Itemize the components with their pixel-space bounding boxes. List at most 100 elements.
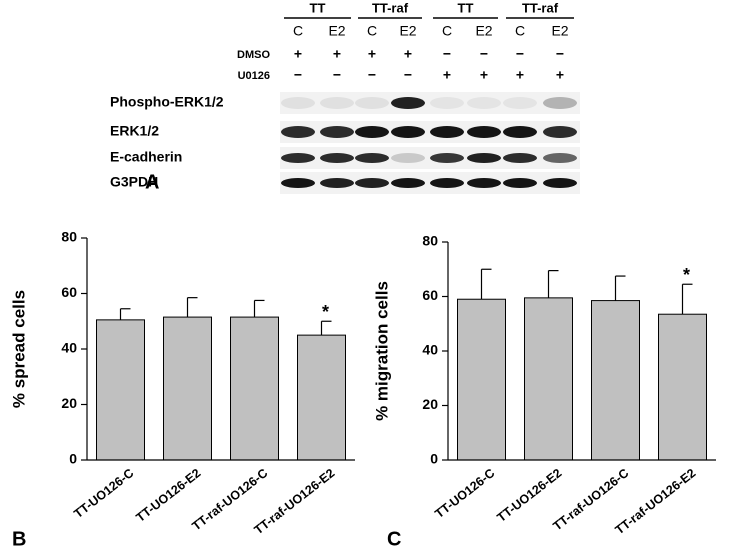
band <box>320 97 354 109</box>
band <box>320 178 354 188</box>
group-label: TT-raf <box>522 0 559 15</box>
y-tick-label: 20 <box>422 396 438 412</box>
group-label: TT-raf <box>372 0 409 15</box>
band <box>430 97 464 109</box>
band <box>503 126 537 138</box>
band <box>281 126 315 138</box>
bar <box>230 316 279 461</box>
treatment-sign: + <box>404 46 412 62</box>
treatment-sign: − <box>480 46 488 62</box>
x-tick-label: TT-UO126-C <box>71 466 136 521</box>
band-label: G3PDH <box>110 174 158 190</box>
treatment-sign: − <box>443 46 451 62</box>
bar <box>163 316 212 461</box>
band <box>467 153 501 163</box>
lane-label: E2 <box>399 23 416 39</box>
treatment-label: DMSO <box>237 49 270 61</box>
band <box>391 126 425 138</box>
error-bar <box>547 270 559 298</box>
treatment-sign: − <box>404 67 412 83</box>
y-tick-label: 60 <box>61 284 77 300</box>
bar <box>658 313 707 461</box>
treatment-sign: − <box>333 67 341 83</box>
lane-label: E2 <box>328 23 345 39</box>
y-tick-label: 40 <box>422 342 438 358</box>
band <box>430 126 464 138</box>
group-label: TT <box>458 0 474 15</box>
treatment-sign: + <box>294 46 302 62</box>
band <box>355 97 389 109</box>
band <box>543 153 577 163</box>
error-bar <box>681 283 693 315</box>
error-bar <box>480 268 492 300</box>
band <box>391 178 425 188</box>
treatment-sign: − <box>516 46 524 62</box>
error-bar <box>320 320 332 336</box>
y-tick-label: 0 <box>430 451 438 467</box>
y-tick-label: 0 <box>69 451 77 467</box>
y-tick-label: 40 <box>61 340 77 356</box>
band <box>320 153 354 163</box>
treatment-sign: − <box>294 67 302 83</box>
treatment-label: U0126 <box>238 70 270 82</box>
bar <box>591 300 640 461</box>
band <box>503 153 537 163</box>
lane-label: E2 <box>551 23 568 39</box>
band <box>543 126 577 138</box>
band <box>467 178 501 188</box>
error-bar <box>253 299 265 318</box>
treatment-sign: + <box>516 67 524 83</box>
lane-label: C <box>367 23 377 39</box>
treatment-sign: − <box>368 67 376 83</box>
band <box>503 97 537 109</box>
bar <box>297 334 346 461</box>
bar <box>524 297 573 461</box>
band <box>320 126 354 138</box>
band <box>355 178 389 188</box>
bar <box>96 319 145 461</box>
band <box>281 97 315 109</box>
significance-mark: * <box>683 265 690 285</box>
bar <box>457 298 506 461</box>
error-bar <box>614 275 626 301</box>
treatment-sign: − <box>556 46 564 62</box>
y-tick-label: 20 <box>61 395 77 411</box>
y-tick-label: 80 <box>61 229 77 245</box>
x-tick-label: TT-UO126-E2 <box>494 466 564 525</box>
treatment-sign: + <box>368 46 376 62</box>
panel-label: C <box>387 528 401 550</box>
band <box>391 153 425 163</box>
band <box>430 153 464 163</box>
error-bar <box>119 308 131 320</box>
band-label: E-cadherin <box>110 149 182 165</box>
lane-label: C <box>293 23 303 39</box>
band <box>503 178 537 188</box>
treatment-sign: + <box>333 46 341 62</box>
band <box>355 126 389 138</box>
treatment-sign: + <box>443 67 451 83</box>
group-label: TT <box>310 0 326 15</box>
panel-label: A <box>145 171 159 193</box>
y-axis-label: % spread cells <box>9 290 28 408</box>
band <box>467 126 501 138</box>
band <box>355 153 389 163</box>
band <box>467 97 501 109</box>
band <box>430 178 464 188</box>
significance-mark: * <box>322 302 329 322</box>
lane-label: C <box>442 23 452 39</box>
band-label: Phospho-ERK1/2 <box>110 94 224 110</box>
treatment-sign: + <box>480 67 488 83</box>
treatment-sign: + <box>556 67 564 83</box>
band <box>543 97 577 109</box>
band-label: ERK1/2 <box>110 123 159 139</box>
panel-label: B <box>12 528 26 550</box>
x-tick-label: TT-UO126-C <box>432 466 497 521</box>
y-tick-label: 60 <box>422 287 438 303</box>
lane-label: C <box>515 23 525 39</box>
y-axis-label: % migration cells <box>372 281 391 421</box>
band <box>543 178 577 188</box>
band <box>281 178 315 188</box>
error-bar <box>186 297 198 318</box>
band <box>391 97 425 109</box>
